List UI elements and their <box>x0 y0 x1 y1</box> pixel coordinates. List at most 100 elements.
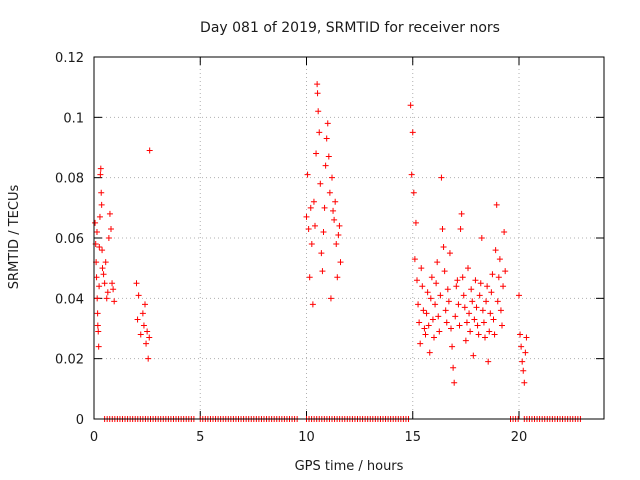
grid <box>94 57 604 419</box>
data-point <box>307 204 314 211</box>
data-point <box>468 286 475 293</box>
data-point <box>111 298 118 305</box>
data-point <box>440 244 447 251</box>
data-point <box>466 310 473 317</box>
data-point <box>334 274 341 281</box>
data-point <box>453 283 460 290</box>
data-point <box>522 349 529 356</box>
data-point <box>523 334 530 341</box>
data-point <box>486 328 493 335</box>
data-point <box>95 328 102 335</box>
data-point <box>309 301 316 308</box>
y-axis-label: SRMTID / TECUs <box>7 185 22 290</box>
data-point <box>418 265 425 272</box>
data-point <box>104 289 111 296</box>
data-point <box>106 210 113 217</box>
data-point <box>314 81 321 88</box>
data-point <box>435 313 442 320</box>
data-point <box>409 129 416 136</box>
data-point <box>98 201 105 208</box>
chart-title: Day 081 of 2019, SRMTID for receiver nor… <box>200 20 500 36</box>
data-point <box>410 189 417 196</box>
data-point <box>337 259 344 266</box>
data-point <box>428 274 435 281</box>
data-point <box>421 325 428 332</box>
data-point <box>424 289 431 296</box>
data-point <box>475 331 482 338</box>
data-point <box>438 174 445 181</box>
data-point <box>496 256 503 263</box>
data-point <box>96 213 103 220</box>
data-point <box>467 328 474 335</box>
data-point <box>308 241 315 248</box>
data-point <box>516 292 522 299</box>
data-point <box>417 340 424 347</box>
data-point <box>465 265 471 272</box>
y-tick-label: 0.1 <box>63 111 84 126</box>
data-point <box>108 225 114 232</box>
data-point <box>103 295 110 302</box>
data-point <box>470 352 477 359</box>
data-point <box>422 331 429 338</box>
data-point <box>110 286 117 293</box>
data-point <box>442 307 449 314</box>
data-point <box>499 322 505 329</box>
data-point <box>443 319 450 326</box>
data-point <box>411 256 418 263</box>
x-tick-label: 0 <box>90 430 98 445</box>
data-point <box>325 153 332 160</box>
y-tick-label: 0.06 <box>55 232 84 247</box>
data-point <box>460 292 467 299</box>
data-point <box>474 322 481 329</box>
x-axis-ticks: 0 5 10 15 20 <box>90 57 527 445</box>
data-point <box>306 274 313 281</box>
data-point <box>316 129 323 136</box>
data-point <box>94 295 101 302</box>
data-point <box>456 322 463 329</box>
x-tick-label: 20 <box>511 430 528 445</box>
data-point <box>436 328 443 335</box>
data-point <box>133 280 140 287</box>
data-point <box>98 189 105 196</box>
data-point <box>140 322 147 329</box>
data-point <box>459 274 466 281</box>
data-point <box>146 334 153 341</box>
data-point <box>493 201 500 208</box>
data-point <box>458 210 465 217</box>
data-point <box>330 207 337 214</box>
data-point <box>318 250 325 257</box>
data-point <box>501 228 508 235</box>
data-point <box>105 235 112 241</box>
y-tick-label: 0.12 <box>55 51 84 66</box>
data-point <box>314 90 321 97</box>
data-point <box>420 307 427 314</box>
data-point <box>92 219 99 226</box>
data-point <box>495 274 502 281</box>
data-point <box>322 162 329 169</box>
data-point <box>445 298 452 305</box>
data-point <box>320 228 327 235</box>
data-point <box>462 337 469 344</box>
data-point <box>109 280 116 287</box>
data-point <box>439 225 446 232</box>
data-point <box>461 304 468 311</box>
data-point <box>448 325 454 332</box>
data-point <box>313 150 320 157</box>
data-point <box>452 313 459 320</box>
data-point <box>423 310 430 317</box>
data-point <box>145 355 152 362</box>
data-point <box>304 171 311 178</box>
data-point <box>100 271 107 278</box>
data-point <box>96 244 103 251</box>
data-point <box>102 259 109 266</box>
x-tick-label: 15 <box>404 430 421 445</box>
data-point <box>416 319 423 326</box>
data-point <box>472 277 479 284</box>
data-point <box>480 319 487 326</box>
data-point <box>444 286 451 293</box>
data-point <box>319 268 326 275</box>
data-point <box>437 292 444 299</box>
x-tick-label: 10 <box>298 430 315 445</box>
data-point <box>407 102 414 109</box>
data-point <box>331 216 338 223</box>
